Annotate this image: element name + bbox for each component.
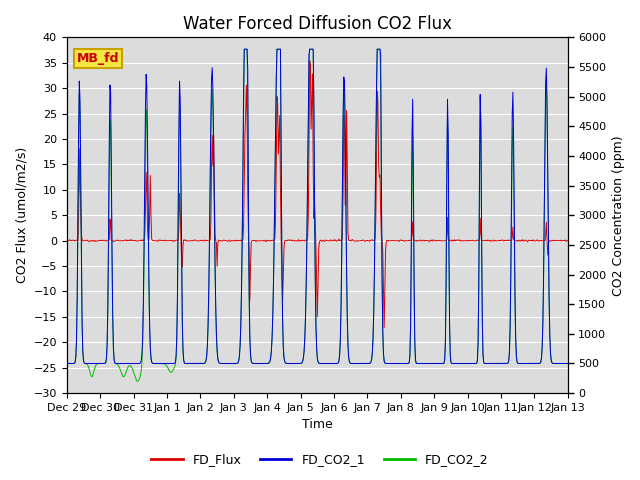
Title: Water Forced Diffusion CO2 Flux: Water Forced Diffusion CO2 Flux — [183, 15, 452, 33]
Legend: FD_Flux, FD_CO2_1, FD_CO2_2: FD_Flux, FD_CO2_1, FD_CO2_2 — [147, 448, 493, 471]
X-axis label: Time: Time — [302, 419, 333, 432]
Text: MB_fd: MB_fd — [77, 52, 119, 65]
Y-axis label: CO2 Flux (umol/m2/s): CO2 Flux (umol/m2/s) — [15, 147, 28, 283]
Y-axis label: CO2 Concentration (ppm): CO2 Concentration (ppm) — [612, 135, 625, 296]
